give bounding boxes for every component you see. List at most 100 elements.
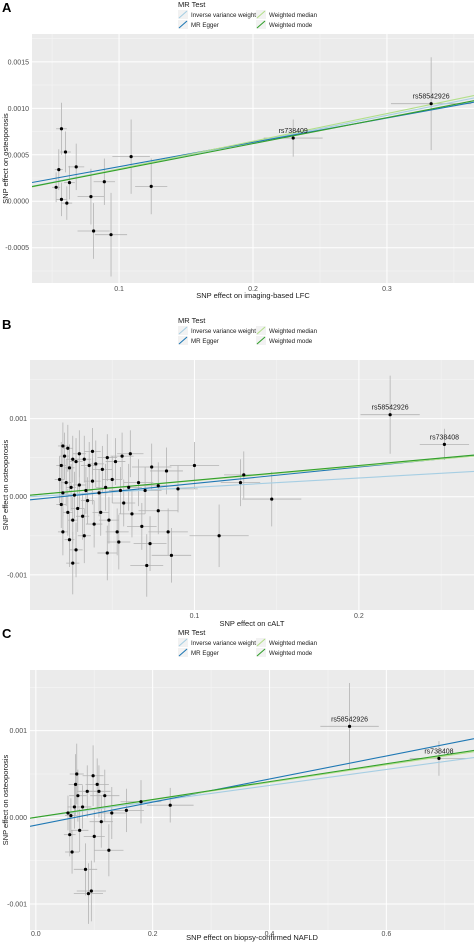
snp-point — [59, 463, 63, 468]
y-tick-label: 0.0015 — [8, 59, 30, 66]
snp-point — [89, 194, 93, 199]
snp-point — [115, 530, 119, 534]
snp-point — [54, 185, 58, 189]
snp-point — [62, 454, 67, 458]
panel-letter: C — [2, 626, 12, 641]
panel-a: 0.1 0.2 0.3 -0.0005 0.0000 0.0005 0.0010 0.0015… — [1, 0, 474, 300]
snp-point — [81, 514, 85, 518]
plot-data-layer — [32, 57, 474, 277]
snp-point — [94, 462, 98, 466]
legend-label: Inverse variance weighted — [191, 328, 263, 335]
y-tick-label: 0.001 — [9, 728, 27, 735]
regression-line-mr-egger — [30, 738, 474, 827]
legend-label: MR Egger — [191, 650, 219, 657]
snp-point — [100, 467, 104, 471]
snp-point — [107, 518, 111, 522]
x-tick-label: 0.1 — [190, 613, 200, 620]
y-tick-label: -0.001 — [7, 902, 27, 909]
snp-point — [388, 413, 392, 417]
snp-point — [59, 127, 64, 131]
snp-point — [74, 165, 78, 169]
snp-point — [140, 524, 144, 529]
y-tick-label: 0.000 — [9, 815, 27, 822]
legend-swatch — [256, 20, 266, 29]
y-axis-title: SNP effect on osteoporosis — [1, 439, 10, 530]
snp-point — [67, 538, 72, 542]
legend-label: Weighted mode — [269, 650, 313, 657]
snp-point — [65, 201, 69, 205]
legend-swatch — [256, 10, 266, 19]
snp-point — [99, 510, 103, 514]
snp-point — [437, 756, 441, 761]
legend-swatch — [178, 638, 188, 647]
snp-point — [78, 828, 82, 832]
snp-point — [156, 484, 160, 488]
snp-point — [99, 820, 103, 824]
snp-label: rs738408 — [424, 748, 453, 755]
legend-swatch — [256, 336, 266, 345]
snp-point — [67, 466, 72, 470]
x-axis-title: SNP effect on biopsy-confirmed NAFLD — [186, 933, 318, 942]
snp-point — [120, 454, 124, 458]
x-axis-title: SNP effect on imaging-based LFC — [196, 291, 310, 300]
snp-point — [104, 485, 108, 489]
legend-label: Weighted median — [269, 328, 318, 335]
snp-point — [61, 530, 65, 534]
legend-swatch — [178, 336, 188, 345]
legend-label: Weighted median — [269, 12, 318, 19]
snp-point — [61, 444, 65, 448]
legend-label: Weighted median — [269, 640, 318, 647]
legend: MR Test Inverse variance weighted MR Egger… — [178, 628, 318, 657]
snp-point — [291, 136, 295, 140]
snp-label: rs58542926 — [372, 405, 409, 412]
snp-point — [72, 493, 76, 497]
legend-swatch — [256, 326, 266, 335]
snp-point — [84, 488, 88, 493]
snp-point — [85, 499, 90, 503]
plot-background — [30, 360, 474, 610]
snp-point — [102, 180, 106, 184]
legend-label: Inverse variance weighted — [191, 640, 263, 647]
snp-point — [57, 168, 61, 172]
snp-point — [86, 892, 91, 896]
snp-point — [68, 833, 72, 837]
x-tick-label: 0.4 — [265, 931, 275, 938]
snp-point — [429, 102, 433, 106]
snp-point — [238, 481, 243, 485]
legend: MR Test Inverse variance weighted MR Egger… — [178, 316, 318, 345]
snp-point — [90, 449, 95, 454]
snp-point — [166, 530, 170, 534]
snp-point — [97, 789, 101, 793]
snp-point — [192, 463, 197, 468]
legend-label: MR Egger — [191, 338, 219, 345]
snp-point — [82, 457, 86, 461]
y-tick-label: 0.0005 — [8, 152, 30, 159]
snp-point — [136, 481, 141, 485]
legend-swatch — [178, 10, 188, 19]
snp-label: rs738409 — [279, 128, 308, 135]
regression-line-weighted-mode — [30, 749, 474, 819]
snp-point — [148, 541, 152, 546]
panel-c: 0.0 0.2 0.4 0.6 -0.001 0.000 0.001 rs58542926 rs… — [1, 626, 474, 942]
legend-swatch — [178, 648, 188, 657]
plot-background — [30, 670, 474, 930]
snp-point — [110, 811, 114, 815]
snp-point — [105, 456, 109, 460]
snp-point — [69, 485, 73, 489]
x-tick-label: 0.2 — [248, 286, 258, 293]
snp-point — [150, 465, 154, 469]
snp-point — [103, 794, 107, 798]
snp-point — [92, 834, 96, 839]
snp-point — [156, 509, 160, 513]
legend-swatch — [178, 326, 188, 335]
snp-point — [80, 805, 85, 809]
snp-point — [127, 485, 131, 489]
legend-label: Weighted mode — [269, 22, 313, 29]
snp-point — [164, 469, 169, 473]
snp-point — [242, 473, 246, 477]
snp-point — [71, 561, 75, 565]
snp-point — [149, 184, 153, 188]
legend-label: Weighted mode — [269, 338, 313, 345]
snp-label: rs58542926 — [413, 94, 450, 101]
snp-point — [90, 479, 95, 483]
